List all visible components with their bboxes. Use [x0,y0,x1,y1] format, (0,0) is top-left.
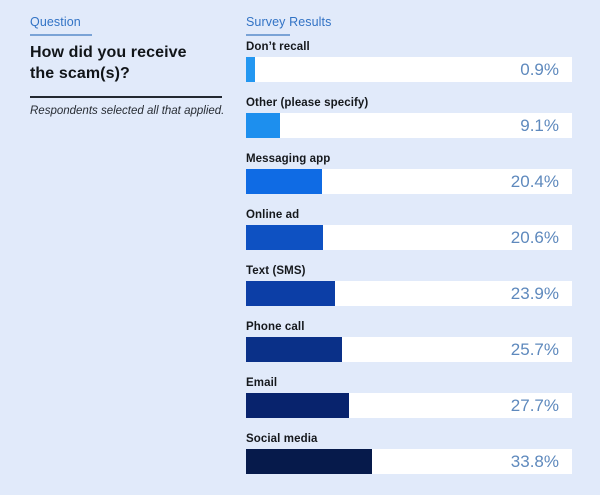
question-note: Respondents selected all that applied. [30,105,225,117]
bar-fill [246,281,336,306]
bar-label: Phone call [246,321,305,333]
bar-track: 20.6% [246,225,572,250]
divider [30,96,222,98]
bar-fill [246,225,323,250]
question-column: Question How did you receive the scam(s)… [30,15,230,117]
question-eyebrow: Question [30,15,81,29]
bar-label: Email [246,377,278,389]
bar-fill [246,169,323,194]
bar-track: 27.7% [246,393,572,418]
bar-value: 33.8% [510,452,559,471]
bar-track: 33.8% [246,449,572,474]
bar-value: 20.6% [510,228,559,247]
bar-value: 27.7% [510,396,559,415]
bar-label: Messaging app [246,153,331,165]
bar-value: 9.1% [520,116,559,135]
bar-list: Don’t recall 0.9% Other (please specify)… [246,40,572,474]
bar-item: Text (SMS) 23.9% [246,264,572,306]
bar-track: 0.9% [246,57,572,82]
bar-item: Email 27.7% [246,376,572,418]
bar-track: 9.1% [246,113,572,138]
question-title: How did you receive the scam(s)? [30,44,187,82]
bar-label: Don’t recall [246,41,310,53]
bar-label: Other (please specify) [246,97,369,109]
bar-fill [246,449,373,474]
results-eyebrow: Survey Results [246,15,332,29]
bar-item: Other (please specify) 9.1% [246,96,572,138]
bar-fill [246,337,342,362]
bar-fill [246,393,350,418]
bar-value: 0.9% [520,60,559,79]
bar-item: Online ad 20.6% [246,208,572,250]
bar-label: Social media [246,433,318,445]
bar-label: Text (SMS) [246,265,306,277]
bar-item: Don’t recall 0.9% [246,40,572,82]
bar-label: Online ad [246,209,300,221]
bar-value: 20.4% [510,172,559,191]
bar-track: 20.4% [246,169,572,194]
bar-fill [246,113,280,138]
question-eyebrow-underline [30,34,92,36]
bar-item: Phone call 25.7% [246,320,572,362]
bar-track: 25.7% [246,337,572,362]
bar-value: 25.7% [510,340,559,359]
results-eyebrow-underline [246,34,290,36]
bar-fill [246,57,255,82]
results-column: Survey Results Don’t recall 0.9% Other (… [246,15,572,488]
bar-track: 23.9% [246,281,572,306]
bar-value: 23.9% [510,284,559,303]
bar-item: Social media 33.8% [246,432,572,474]
bar-item: Messaging app 20.4% [246,152,572,194]
